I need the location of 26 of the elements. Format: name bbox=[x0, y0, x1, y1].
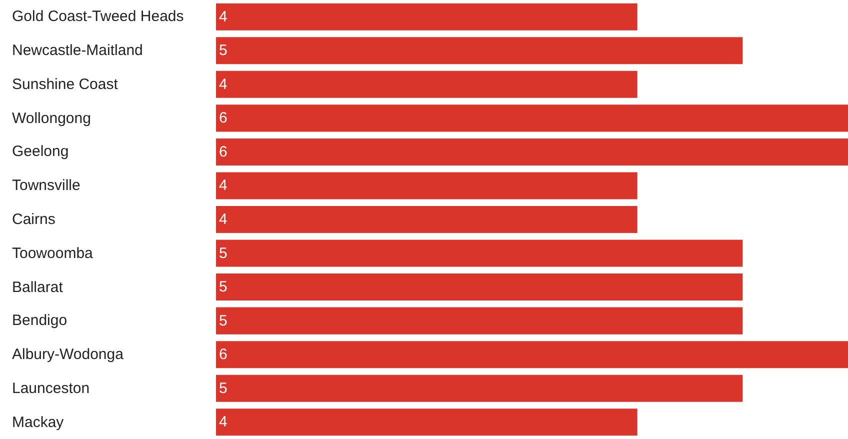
y-tick-label: Townsville bbox=[12, 177, 80, 194]
data-label: 4 bbox=[219, 8, 228, 26]
y-tick-label: Gold Coast-Tweed Heads bbox=[12, 8, 184, 25]
data-label: 4 bbox=[219, 177, 228, 194]
data-label: 6 bbox=[219, 110, 228, 127]
data-label: 4 bbox=[219, 76, 228, 93]
data-label: 6 bbox=[219, 143, 228, 160]
data-label: 5 bbox=[219, 312, 228, 330]
data-label: 6 bbox=[219, 346, 228, 364]
y-tick-label: Toowoomba bbox=[12, 245, 94, 262]
data-label: 5 bbox=[219, 380, 228, 397]
data-label: 5 bbox=[219, 278, 228, 296]
data-label: 4 bbox=[219, 414, 228, 431]
y-tick-label: Albury-Wodonga bbox=[12, 346, 124, 363]
y-tick-label: Bendigo bbox=[12, 312, 68, 329]
y-tick-label: Cairns bbox=[12, 211, 56, 228]
y-tick-label: Geelong bbox=[12, 143, 69, 160]
y-tick-label: Launceston bbox=[12, 380, 90, 397]
y-tick-label: Wollongong bbox=[12, 110, 91, 127]
y-tick-label: Ballarat bbox=[12, 279, 64, 296]
data-label: 5 bbox=[219, 42, 228, 60]
data-label: 4 bbox=[219, 211, 228, 228]
y-tick-label: Sunshine Coast bbox=[12, 76, 119, 93]
y-tick-label: Mackay bbox=[12, 414, 64, 431]
y-tick-label: Newcastle-Maitland bbox=[12, 42, 143, 59]
data-label: 5 bbox=[219, 244, 228, 262]
